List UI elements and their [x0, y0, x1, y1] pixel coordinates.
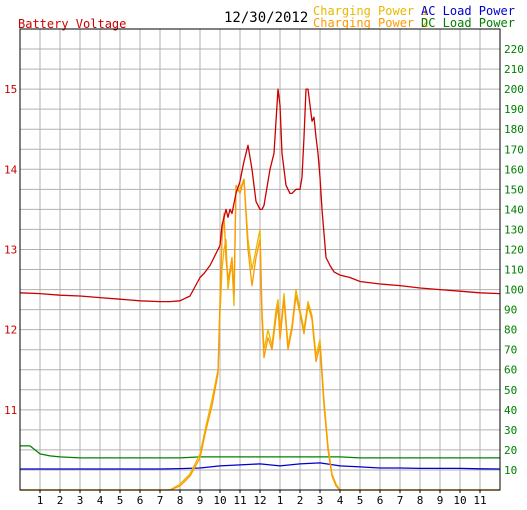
- legend-ac-load-power: AC Load Power: [421, 4, 515, 18]
- x-tick-label: 2: [297, 494, 304, 507]
- power-tick-label: 220: [504, 43, 524, 56]
- power-tick-label: 100: [504, 284, 524, 297]
- power-tick-label: 120: [504, 243, 524, 256]
- legend-charging-power-2: Charging Power 2: [313, 16, 429, 30]
- voltage-tick-label: 11: [4, 404, 17, 417]
- power-tick-label: 200: [504, 83, 524, 96]
- x-tick-label: 5: [357, 494, 364, 507]
- power-tick-label: 140: [504, 203, 524, 216]
- axis-ticks: 1 2 3 4 5 6 7 8 9 10 11 12 1 2 3 4 5 6 7 8 9 10 11111213141510…: [4, 43, 524, 507]
- series-line-ac-load-power: [20, 462, 501, 470]
- series-line-battery-voltage: [19, 88, 501, 303]
- x-tick-label: 2: [57, 494, 64, 507]
- x-tick-label: 8: [417, 494, 424, 507]
- power-tick-label: 170: [504, 143, 524, 156]
- power-tick-label: 190: [504, 103, 524, 116]
- x-tick-label: 9: [197, 494, 204, 507]
- voltage-tick-label: 15: [4, 83, 17, 96]
- legend-dc-load-power: DC Load Power: [421, 16, 515, 30]
- voltage-tick-label: 12: [4, 324, 17, 337]
- x-tick-label: 9: [437, 494, 444, 507]
- power-tick-label: 130: [504, 223, 524, 236]
- voltage-tick-label: 13: [4, 243, 17, 256]
- x-tick-label: 1: [37, 494, 44, 507]
- x-tick-label: 4: [97, 494, 104, 507]
- power-tick-label: 150: [504, 183, 524, 196]
- power-tick-label: 90: [504, 304, 517, 317]
- power-tick-label: 50: [504, 384, 517, 397]
- x-tick-label: 5: [117, 494, 124, 507]
- power-tick-label: 60: [504, 364, 517, 377]
- power-tick-label: 80: [504, 324, 517, 337]
- x-tick-label: 10: [213, 494, 226, 507]
- power-tick-label: 210: [504, 63, 524, 76]
- power-tick-label: 40: [504, 404, 517, 417]
- x-tick-label: 7: [397, 494, 404, 507]
- power-tick-label: 10: [504, 464, 517, 477]
- voltage-tick-label: 14: [4, 163, 18, 176]
- x-tick-label: 6: [137, 494, 144, 507]
- power-tick-label: 30: [504, 424, 517, 437]
- x-tick-label: 8: [177, 494, 184, 507]
- x-tick-label: 3: [77, 494, 84, 507]
- x-tick-label: 10: [453, 494, 466, 507]
- power-tick-label: 110: [504, 264, 524, 277]
- x-tick-label: 6: [377, 494, 384, 507]
- series-line-dc-load-power: [20, 445, 500, 459]
- x-tick-label: 3: [317, 494, 324, 507]
- x-tick-label: 4: [337, 494, 344, 507]
- power-tick-label: 160: [504, 163, 524, 176]
- grid: [20, 29, 500, 490]
- x-tick-label: 12: [253, 494, 266, 507]
- x-tick-label: 11: [473, 494, 486, 507]
- x-tick-label: 7: [157, 494, 164, 507]
- chart-date: 12/30/2012: [224, 10, 309, 26]
- x-tick-label: 11: [233, 494, 246, 507]
- series-line-charging-power-2: [20, 178, 500, 491]
- series-lines: [19, 88, 501, 491]
- voltage-axis-title: Battery Voltage: [18, 17, 127, 31]
- legend-charging-power-1: Charging Power 1: [313, 4, 429, 18]
- power-tick-label: 180: [504, 123, 524, 136]
- x-tick-label: 1: [277, 494, 284, 507]
- power-tick-label: 20: [504, 444, 517, 457]
- power-tick-label: 70: [504, 344, 517, 357]
